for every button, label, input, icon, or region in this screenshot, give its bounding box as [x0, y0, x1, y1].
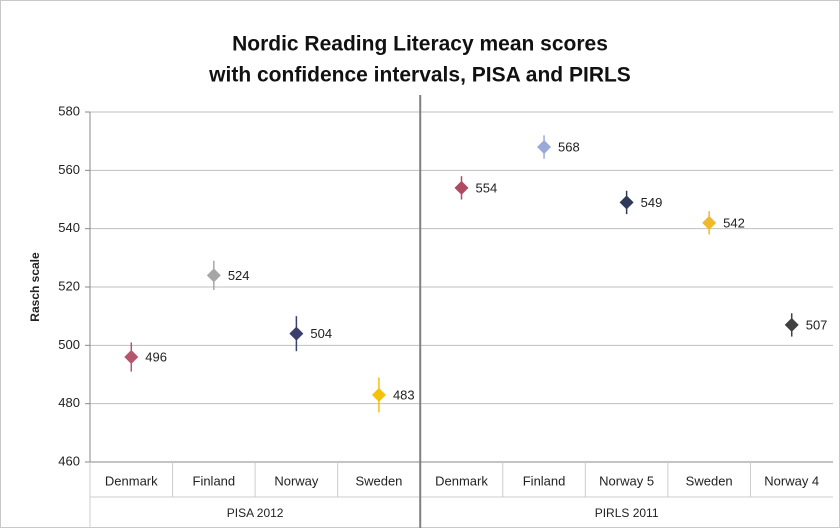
y-tick-label: 480	[58, 395, 80, 410]
x-tick-label: Finland	[193, 473, 236, 488]
x-tick-label: Denmark	[435, 473, 488, 488]
y-tick-label: 520	[58, 278, 80, 293]
chart-title-line-2: with confidence intervals, PISA and PIRL…	[208, 64, 631, 87]
marker	[124, 350, 139, 364]
group-label: PIRLS 2011	[595, 506, 659, 520]
y-axis-label: Rasch scale	[28, 252, 42, 322]
x-tick-label: Norway	[274, 473, 319, 488]
group-label: PISA 2012	[227, 506, 284, 520]
data-label: 496	[145, 349, 167, 364]
y-tick-label: 460	[58, 453, 80, 468]
marker	[619, 195, 634, 210]
y-tick-label: 540	[58, 220, 80, 235]
x-tick-label: Finland	[523, 473, 566, 488]
data-label: 504	[310, 326, 332, 341]
marker	[702, 215, 717, 230]
x-tick-label: Sweden	[355, 473, 402, 488]
data-label: 568	[558, 139, 580, 154]
data-label: 554	[476, 180, 498, 195]
marker	[537, 140, 552, 154]
marker	[206, 268, 221, 283]
data-label: 507	[806, 317, 828, 332]
data-label: 549	[641, 195, 663, 210]
marker	[784, 317, 799, 332]
x-tick-label: Norway 5	[599, 473, 654, 488]
y-tick-label: 560	[58, 162, 80, 177]
data-label: 524	[228, 268, 250, 283]
x-tick-label: Sweden	[686, 473, 733, 488]
x-tick-label: Norway 4	[764, 473, 819, 488]
marker	[289, 326, 304, 341]
data-label: 542	[723, 215, 745, 230]
marker	[371, 387, 386, 402]
chart-title-line-1: Nordic Reading Literacy mean scores	[232, 33, 608, 56]
marker	[454, 180, 469, 195]
y-tick-label: 500	[58, 337, 80, 352]
x-tick-label: Denmark	[105, 473, 158, 488]
data-label: 483	[393, 387, 415, 402]
y-tick-label: 580	[58, 103, 80, 118]
